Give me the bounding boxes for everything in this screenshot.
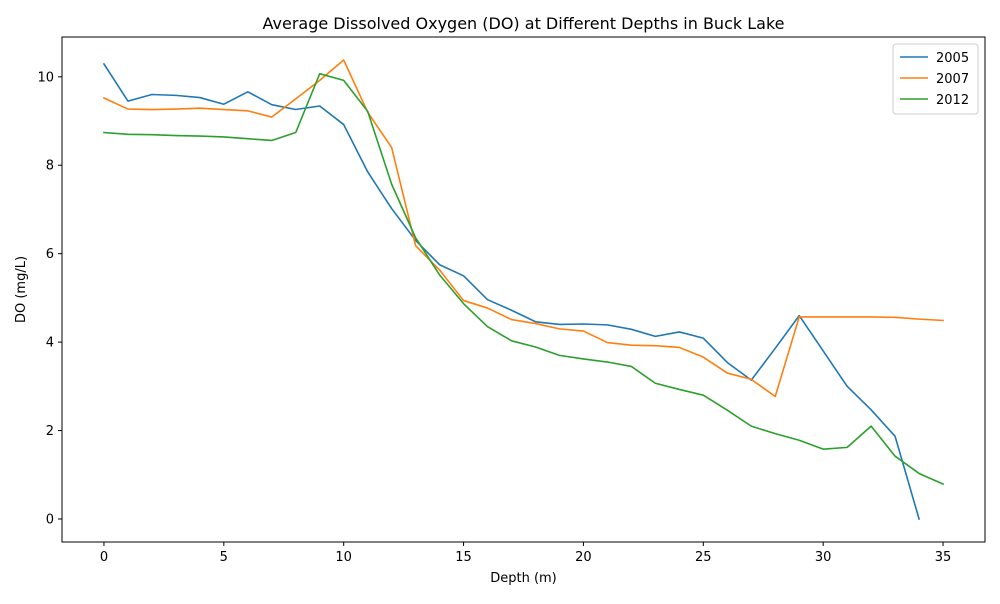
y-tick-label: 8 — [46, 159, 54, 174]
x-tick-label: 0 — [100, 550, 108, 565]
x-tick-label: 5 — [220, 550, 228, 565]
chart-title: Average Dissolved Oxygen (DO) at Differe… — [263, 14, 785, 33]
plot-frame — [61, 36, 986, 543]
x-tick-label: 20 — [575, 550, 592, 565]
series-line-2005 — [102, 62, 921, 521]
y-tick-label: 6 — [46, 247, 54, 262]
x-tick-label: 15 — [455, 550, 472, 565]
series-layer — [102, 59, 945, 521]
legend-label-2005: 2005 — [936, 51, 969, 66]
x-axis: 0 5 10 15 20 25 30 35 — [100, 542, 952, 565]
x-tick-label: 10 — [335, 550, 352, 565]
x-tick-label: 30 — [815, 550, 832, 565]
y-tick-label: 2 — [46, 424, 54, 439]
legend-label-2012: 2012 — [936, 93, 969, 108]
series-line-2012 — [103, 72, 945, 486]
y-axis: 0 2 4 6 8 10 — [37, 70, 62, 528]
plot-area — [62, 37, 985, 542]
axes-layer — [61, 36, 986, 543]
x-tick-label: 35 — [935, 550, 952, 565]
y-tick-label: 0 — [46, 513, 54, 528]
legend-label-2007: 2007 — [936, 72, 969, 87]
y-tick-label: 10 — [37, 70, 54, 85]
x-tick-label: 25 — [695, 550, 712, 565]
legend-frame — [892, 43, 979, 115]
series-line-2007 — [102, 59, 944, 398]
y-tick-label: 4 — [46, 336, 54, 351]
legend: 2005 2007 2012 — [892, 43, 979, 115]
y-axis-label: DO (mg/L) — [14, 256, 29, 323]
x-axis-label: Depth (m) — [490, 571, 557, 586]
